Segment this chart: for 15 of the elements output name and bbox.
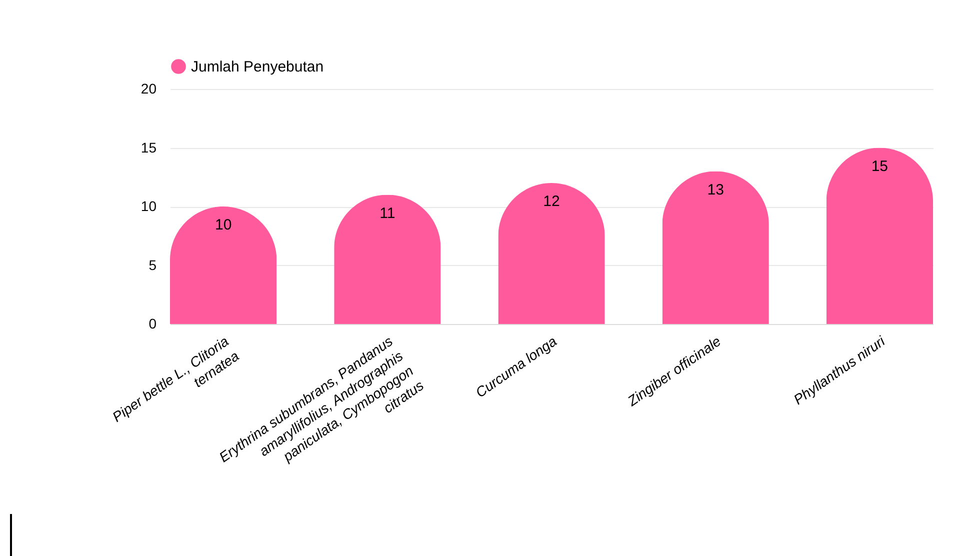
y-tick-label: 5	[148, 256, 157, 273]
bar	[498, 183, 605, 324]
data-label: 12	[543, 193, 560, 210]
legend-label: Jumlah Penyebutan	[191, 58, 324, 76]
bar	[826, 148, 933, 324]
y-tick-label: 15	[140, 139, 157, 156]
data-label: 15	[871, 158, 888, 175]
y-tick-label: 0	[148, 316, 157, 332]
y-tick-label: 10	[140, 198, 157, 214]
data-label: 10	[214, 216, 232, 234]
data-label: 11	[380, 204, 396, 222]
bar	[662, 171, 769, 324]
bar	[334, 194, 441, 324]
data-label: 13	[707, 181, 724, 198]
y-tick-label: 20	[140, 80, 157, 96]
